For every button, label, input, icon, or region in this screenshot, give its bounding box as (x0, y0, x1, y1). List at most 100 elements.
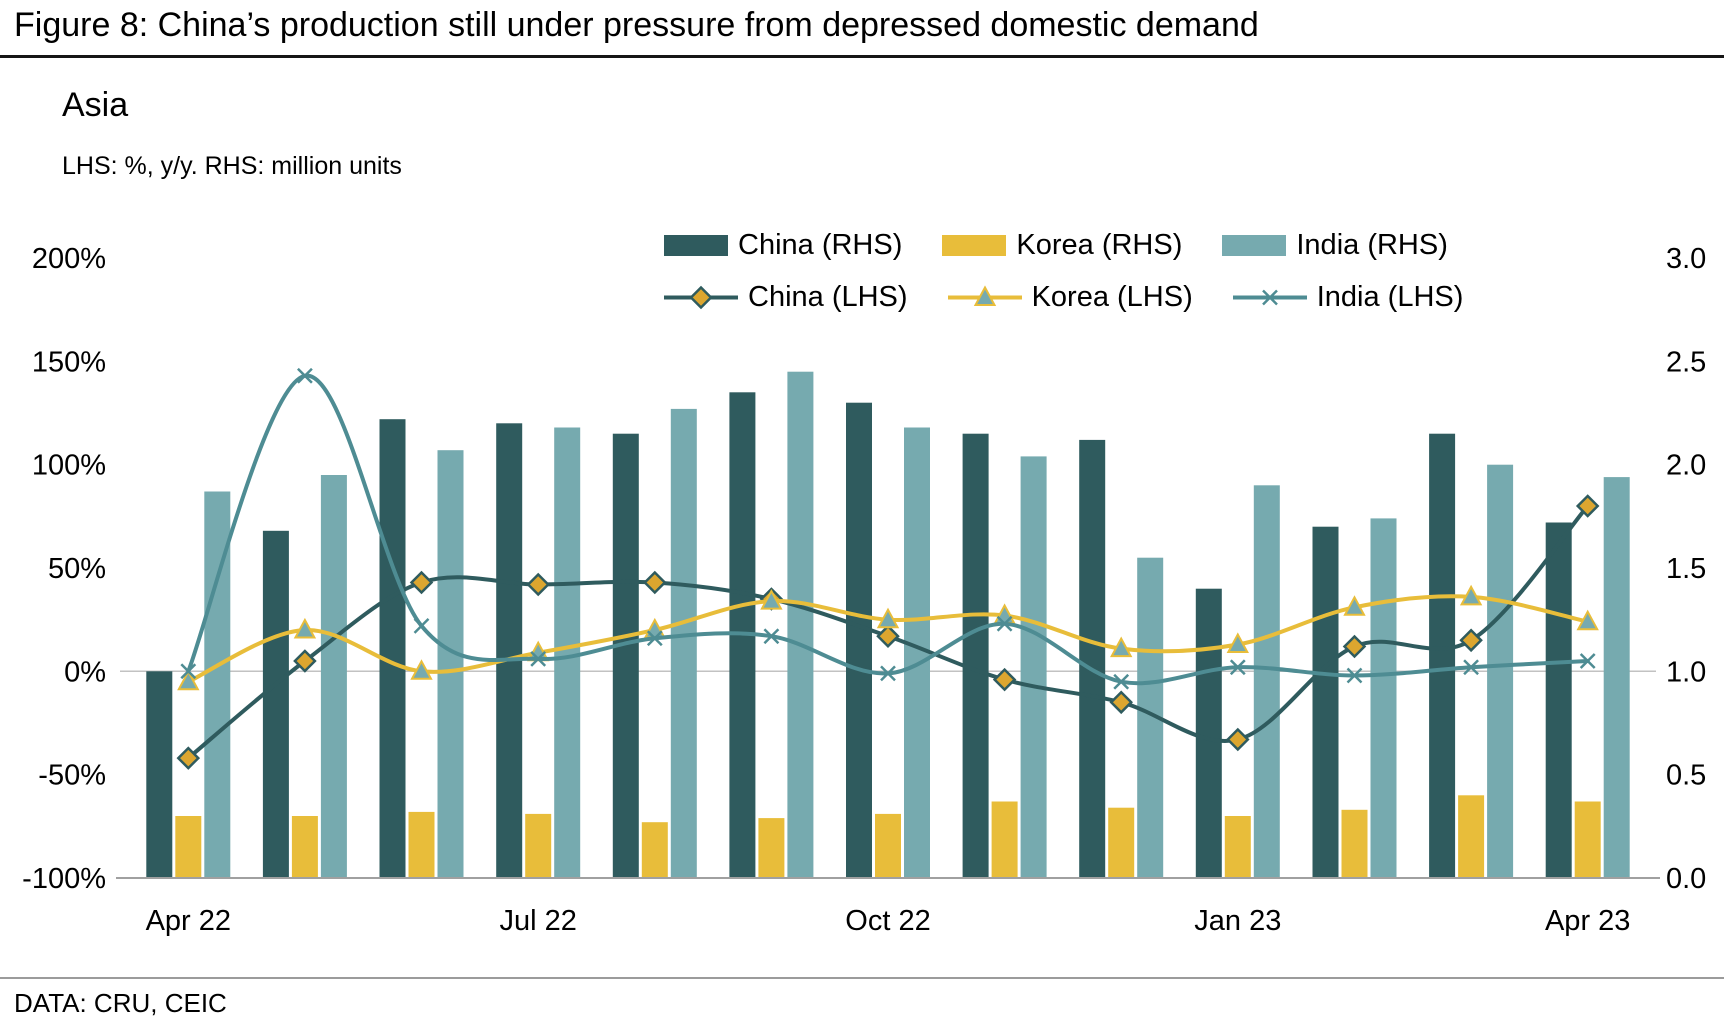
marker-x (1579, 653, 1596, 669)
marker-x (1463, 659, 1479, 676)
bar-india-rhs (787, 371, 814, 878)
marker-triangle (1110, 636, 1133, 658)
rhs-tick-label: 0.5 (1666, 760, 1706, 792)
line-series-india-lhs (180, 367, 1596, 690)
marker-x (996, 615, 1013, 632)
bar-korea-rhs (991, 801, 1018, 878)
legend-label-korea-lhs: Korea (LHS) (1031, 280, 1193, 313)
bar-series-korea-rhs (175, 795, 1601, 878)
marker-triangle (410, 659, 433, 680)
lhs-tick-label: 200% (32, 243, 106, 275)
bar-china-rhs (962, 433, 989, 878)
bar-china-rhs (262, 530, 289, 878)
bar-korea-rhs (408, 811, 435, 878)
rhs-tick-label: 2.0 (1666, 450, 1706, 482)
bar-china-rhs (846, 402, 872, 878)
marker-triangle (760, 589, 783, 610)
bar-korea-rhs (758, 818, 785, 878)
bar-korea-rhs (1458, 795, 1485, 878)
lhs-tick-label: 0% (64, 656, 106, 688)
marker-diamond (992, 667, 1017, 692)
lhs-tick-label: -50% (38, 760, 106, 792)
bar-korea-rhs (1341, 809, 1368, 878)
marker-diamond (1226, 727, 1250, 752)
legend-label-india-rhs: India (RHS) (1296, 228, 1448, 261)
x-tick-label: Jan 23 (1194, 905, 1281, 937)
marker-diamond (643, 570, 667, 595)
bar-india-rhs (554, 427, 581, 878)
marker-diamond (526, 572, 550, 597)
x-tick-label: Apr 22 (146, 905, 231, 937)
bar-korea-rhs (641, 822, 668, 878)
bar-china-rhs (379, 419, 406, 878)
rhs-tick-label: 1.0 (1666, 656, 1706, 688)
line-india-lhs (186, 373, 1590, 686)
legend-line-swatch (947, 284, 1022, 306)
marker-x (180, 663, 197, 680)
lhs-tick-label: 100% (32, 450, 106, 482)
legend-item-korea-rhs: Korea (RHS) (942, 229, 1182, 262)
legend-item-india-lhs: India (LHS) (1232, 280, 1464, 314)
bar-series-china-rhs (146, 392, 1572, 878)
marker-x (646, 630, 663, 647)
legend-label-india-lhs: India (LHS) (1316, 280, 1464, 313)
bar-china-rhs (1079, 439, 1106, 878)
figure-header: Figure 8: China’s production still under… (0, 0, 1724, 58)
legend-item-india-rhs: India (RHS) (1222, 229, 1448, 262)
rhs-tick-label: 0.0 (1666, 863, 1706, 895)
chart-legend: China (RHS) Korea (RHS) India (RHS) China … (664, 228, 1463, 314)
marker-triangle (1576, 609, 1599, 631)
bar-india-rhs (1370, 518, 1397, 878)
marker-x (1346, 667, 1363, 684)
rhs-tick-label: 2.5 (1666, 346, 1706, 378)
marker-x (763, 628, 780, 645)
marker-triangle (1343, 595, 1366, 616)
rhs-tick-label: 1.5 (1666, 553, 1706, 585)
legend-label-china-rhs: China (RHS) (738, 228, 903, 261)
bar-india-rhs (1020, 456, 1047, 878)
bar-china-rhs (1429, 433, 1456, 878)
data-source: DATA: CRU, CEIC (14, 988, 227, 1018)
line-series-korea-lhs (177, 584, 1599, 691)
marker-diamond (1575, 494, 1600, 518)
marker-diamond (1342, 634, 1367, 659)
legend-bar-swatch (1222, 234, 1287, 256)
lhs-tick-label: 150% (32, 346, 106, 378)
marker-triangle (1226, 632, 1249, 653)
chart-subtitle: Asia (62, 86, 129, 124)
x-tick-label: Apr 23 (1545, 905, 1630, 937)
legend-line-swatch (664, 285, 738, 309)
legend-row-lhs: China (LHS) Korea (LHS) India (LHS) (664, 280, 1463, 314)
bar-india-rhs (670, 408, 697, 878)
bar-india-rhs (1253, 485, 1280, 878)
bar-india-rhs (320, 475, 347, 878)
marker-diamond (176, 746, 201, 770)
legend-row-rhs: China (RHS) Korea (RHS) India (RHS) (664, 228, 1463, 262)
x-tick-label: Jul 22 (500, 905, 577, 937)
bar-china-rhs (1312, 526, 1339, 878)
rhs-tick-label: 3.0 (1666, 243, 1706, 275)
bar-china-rhs (146, 671, 173, 878)
marker-triangle (293, 617, 317, 639)
marker-diamond (1459, 628, 1483, 653)
marker-x (413, 618, 430, 634)
marker-diamond (409, 570, 434, 595)
marker-triangle (177, 669, 200, 691)
bar-china-rhs (496, 423, 523, 878)
bar-korea-rhs (1574, 801, 1601, 878)
legend-line-swatch (1232, 289, 1307, 305)
bar-korea-rhs (875, 813, 901, 878)
bar-india-rhs (1603, 477, 1630, 878)
bar-korea-rhs (291, 816, 318, 878)
legend-label-china-lhs: China (LHS) (748, 280, 908, 313)
axis-units-note: LHS: %, y/y. RHS: million units (62, 152, 402, 180)
figure-title: Figure 8: China’s production still under… (14, 6, 1259, 44)
marker-diamond (876, 624, 900, 648)
marker-x (530, 651, 547, 667)
marker-diamond (1109, 690, 1133, 715)
marker-x (1261, 289, 1278, 305)
lhs-tick-label: -100% (22, 863, 106, 895)
bar-india-rhs (437, 450, 464, 878)
